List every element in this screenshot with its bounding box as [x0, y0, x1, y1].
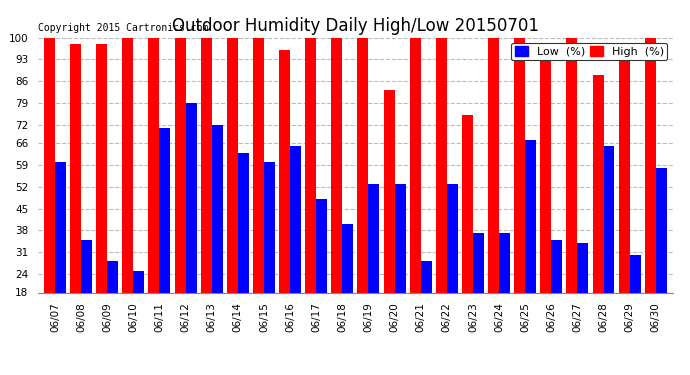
Bar [122, 38, 133, 292]
Bar [175, 38, 186, 292]
Bar [551, 240, 562, 292]
Bar [395, 184, 406, 292]
Bar [253, 38, 264, 292]
Bar [447, 184, 457, 292]
Bar [238, 153, 249, 292]
Bar [540, 47, 551, 292]
Bar [619, 44, 630, 292]
Bar [384, 90, 395, 292]
Bar [525, 140, 536, 292]
Bar [201, 38, 212, 292]
Bar [499, 233, 510, 292]
Bar [488, 38, 499, 292]
Bar [279, 50, 290, 292]
Bar [462, 115, 473, 292]
Bar [186, 103, 197, 292]
Bar [593, 75, 604, 292]
Bar [566, 38, 578, 292]
Legend: Low  (%), High  (%): Low (%), High (%) [511, 43, 667, 60]
Bar [264, 162, 275, 292]
Bar [644, 38, 656, 292]
Bar [514, 38, 525, 292]
Bar [290, 146, 301, 292]
Bar [212, 124, 223, 292]
Bar [148, 38, 159, 292]
Bar [368, 184, 380, 292]
Bar [316, 199, 327, 292]
Bar [227, 38, 238, 292]
Bar [604, 146, 615, 292]
Bar [55, 162, 66, 292]
Title: Outdoor Humidity Daily High/Low 20150701: Outdoor Humidity Daily High/Low 20150701 [172, 16, 539, 34]
Text: Copyright 2015 Cartronics.com: Copyright 2015 Cartronics.com [38, 24, 208, 33]
Bar [421, 261, 432, 292]
Bar [473, 233, 484, 292]
Bar [630, 255, 640, 292]
Bar [410, 38, 421, 292]
Bar [70, 44, 81, 292]
Bar [357, 38, 368, 292]
Bar [133, 271, 144, 292]
Bar [342, 224, 353, 292]
Bar [305, 38, 316, 292]
Bar [436, 38, 447, 292]
Bar [44, 38, 55, 292]
Bar [81, 240, 92, 292]
Bar [331, 38, 342, 292]
Bar [656, 168, 667, 292]
Bar [578, 243, 589, 292]
Bar [96, 44, 107, 292]
Bar [159, 128, 170, 292]
Bar [107, 261, 118, 292]
